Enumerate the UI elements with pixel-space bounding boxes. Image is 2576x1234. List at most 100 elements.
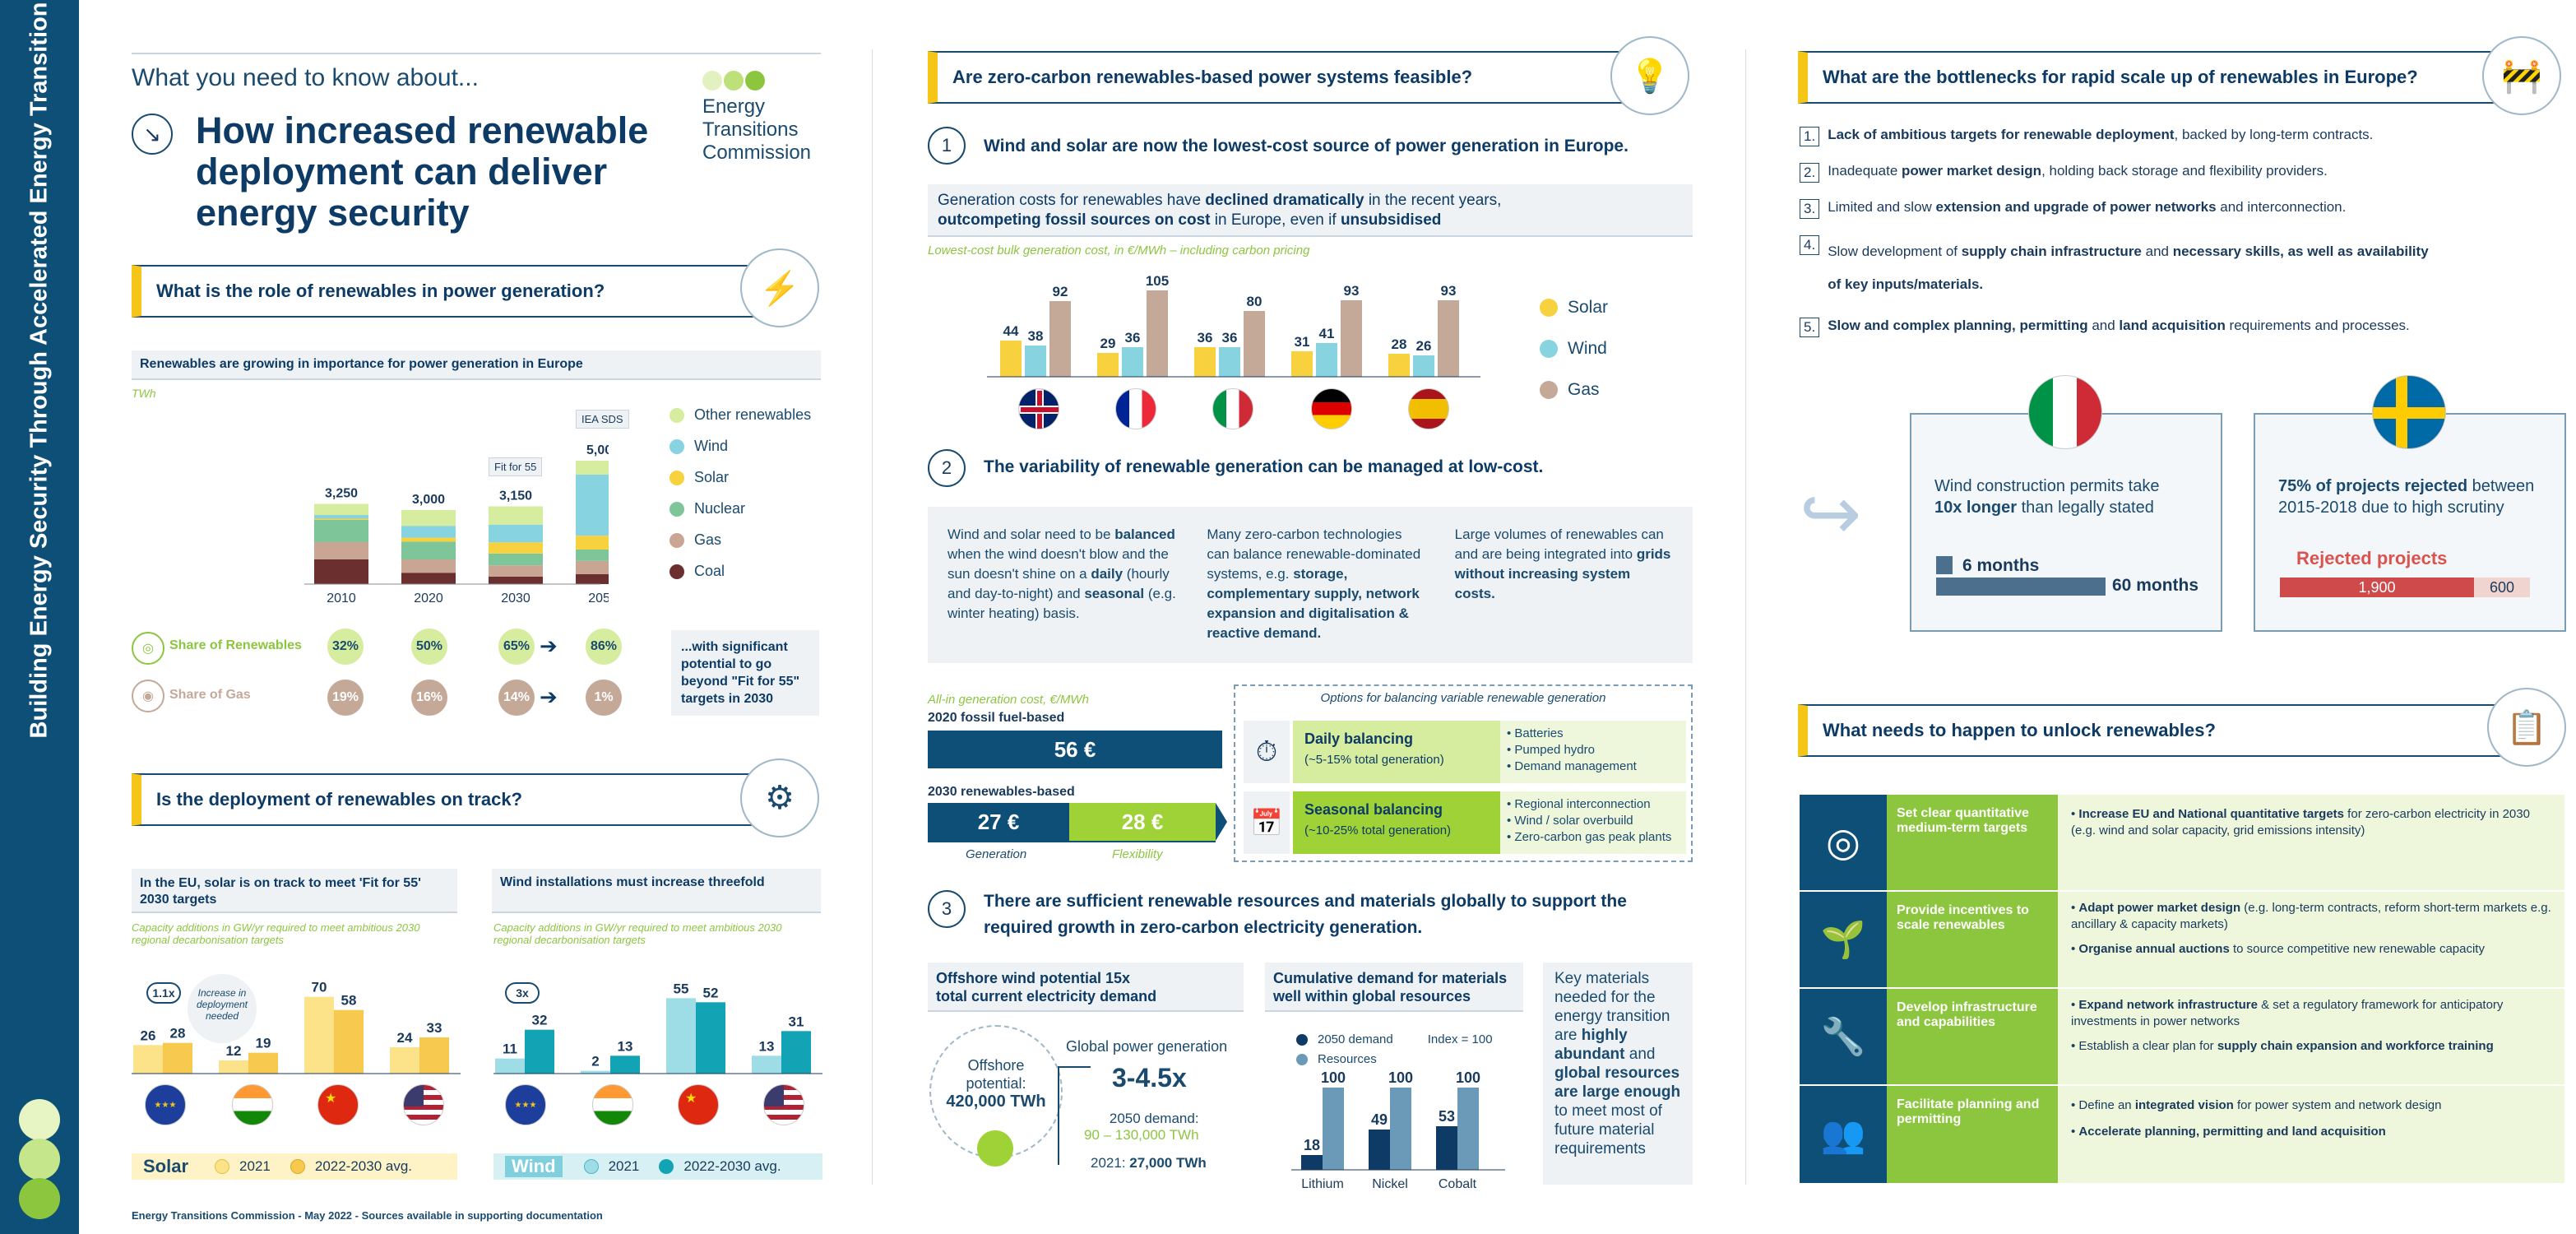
materials-chart: 18 100 Lithium 49 100 Nickel 53 100 Cobalt <box>1291 1069 1505 1191</box>
legend-label: Resources <box>1318 1052 1377 1066</box>
bar-value-label: 13 <box>759 1038 775 1054</box>
etc-logo: Energy Transitions Commission <box>702 71 811 165</box>
solar-capacity-chart: 26 28 12 19 70 58 24 33 <box>132 980 461 1074</box>
bar <box>1341 300 1362 377</box>
note-box: ...with significant potential to go beyo… <box>671 630 819 716</box>
action-detail: • Expand network infrastructure & set a … <box>2058 989 2564 1084</box>
bar <box>752 1055 781 1074</box>
x-tick-label: 2050 <box>588 591 609 605</box>
wind-title: Wind installations must increase threefo… <box>492 869 821 913</box>
bar-value-label: 70 <box>312 980 327 995</box>
list-item: 3. Limited and slow extension and upgrade… <box>1800 199 2507 219</box>
stack-segment <box>489 553 543 566</box>
bar-value-label: 80 <box>1247 294 1263 309</box>
stack-segment <box>401 526 456 538</box>
x-tick-label: Nickel <box>1372 1177 1408 1191</box>
legend-swatch <box>215 1159 230 1174</box>
list-item: 1. Lack of ambitious targets for renewabl… <box>1800 127 2507 146</box>
power-legend: Other renewables Wind Solar Nuclear Gas … <box>669 406 811 580</box>
permit-6-bar <box>1936 556 1953 574</box>
chart-subtitle: Renewables are growing in importance for… <box>132 350 821 380</box>
bar-value-label: 28 <box>170 1026 186 1041</box>
legend-label: 2021 <box>608 1158 640 1174</box>
bar <box>495 1058 525 1074</box>
legend-swatch <box>669 438 684 454</box>
bar <box>133 1045 163 1074</box>
x-tick-label: Cobalt <box>1439 1177 1477 1191</box>
cost-legend: Solar Wind Gas <box>1540 298 1608 400</box>
bar-total-label: 3,250 <box>325 487 358 501</box>
gear-clock-icon: ⚙ <box>740 758 819 837</box>
bar-value-label: 55 <box>674 981 689 996</box>
lightbulb-icon: 💡 <box>1610 36 1689 115</box>
solar-legend: Solar 2021 2022-2030 avg. <box>132 1153 457 1180</box>
bar <box>1219 347 1240 377</box>
bar-value-label: 105 <box>1146 273 1169 289</box>
gas-share-icon: ◉ <box>132 680 164 712</box>
iea-sds-tag: IEA SDS <box>576 410 629 429</box>
sidebar: Building Energy Security Through Acceler… <box>0 0 79 1234</box>
section-header: Is the deployment of renewables on track… <box>132 773 757 826</box>
column-divider <box>872 49 873 1185</box>
x-tick-label: 2030 <box>501 591 530 605</box>
stack-segment <box>401 541 456 559</box>
legend-swatch <box>290 1159 305 1174</box>
stack-segment <box>489 577 543 584</box>
stack-segment <box>314 503 368 515</box>
solar-title: In the EU, solar is on track to meet 'Fi… <box>132 869 457 913</box>
allin-note: All-in generation cost, €/MWh <box>928 693 1089 707</box>
point-title: There are sufficient renewable resources… <box>984 892 1627 937</box>
bar-total-label: 3,150 <box>499 489 532 503</box>
meeting-icon: 👥 <box>1800 1086 1887 1183</box>
bar-value-label: 52 <box>703 985 719 1000</box>
spain-flag-icon <box>1408 388 1449 429</box>
section-header: Are zero-carbon renewables-based power s… <box>928 51 1635 104</box>
curved-arrow-icon: ↪ <box>1800 473 1862 555</box>
point-number: 3 <box>928 890 966 928</box>
italy-flag-icon <box>2028 375 2102 449</box>
legend-swatch <box>583 1159 599 1174</box>
germany-flag-icon <box>1311 388 1352 429</box>
bar-value-label: 41 <box>1319 326 1335 341</box>
stack-segment <box>576 574 609 584</box>
china-flag-icon: ★ <box>317 1084 359 1125</box>
bar-value-label: 44 <box>1003 323 1019 339</box>
action-title: Develop infrastructure and capabilities <box>1887 989 2058 1084</box>
wind-legend-title: Wind <box>505 1156 563 1177</box>
india-flag-icon <box>592 1084 633 1125</box>
arrow-right-icon: ➔ <box>540 633 558 658</box>
legend-label: 2022-2030 avg. <box>314 1158 413 1174</box>
balancing-box <box>1234 684 1693 862</box>
bar-value-label: 53 <box>1439 1108 1455 1125</box>
usa-flag-icon <box>763 1084 804 1125</box>
legend-label: Solar <box>1568 298 1609 317</box>
power-stack-chart: 3,250 2010 3,000 2020 3,150 2030 5,000 2050 <box>304 443 609 605</box>
bar <box>696 1002 725 1074</box>
sidebar-title: Building Energy Security Through Acceler… <box>25 2 53 739</box>
multiplier-tag: 1.1x <box>146 982 181 1004</box>
point-title: The variability of renewable generation … <box>984 457 1544 476</box>
variability-box: Wind and solar need to be balanced when … <box>928 507 1693 663</box>
stack-segment <box>401 559 456 573</box>
solar-legend-title: Solar <box>143 1156 189 1176</box>
legend-swatch <box>1296 1034 1308 1046</box>
intro-title: How increased renewable deployment can de… <box>196 109 649 234</box>
bar <box>781 1031 811 1074</box>
bar-value-label: 36 <box>1125 330 1141 346</box>
bar <box>1436 1126 1457 1170</box>
legend-label: Solar <box>694 469 730 485</box>
bar-value-label: 58 <box>341 993 357 1009</box>
stack-segment <box>314 559 368 584</box>
variability-col: Large volumes of renewables can and are … <box>1454 527 1671 601</box>
stack-segment <box>576 536 609 550</box>
action-detail: • Define an integrated vision for power … <box>2058 1086 2564 1183</box>
stack-segment <box>576 550 609 561</box>
share-gas-label: Share of Gas <box>169 688 251 702</box>
legend-label: 2050 demand <box>1318 1032 1393 1046</box>
tools-icon: 🔧 <box>1800 989 1887 1084</box>
italy-flag-icon <box>1212 388 1253 429</box>
decor-dot <box>19 1139 60 1180</box>
share-value: 32% <box>327 629 364 665</box>
legend-label: 2021 <box>239 1158 271 1174</box>
increase-bubble: Increase in deployment needed <box>188 974 257 1043</box>
